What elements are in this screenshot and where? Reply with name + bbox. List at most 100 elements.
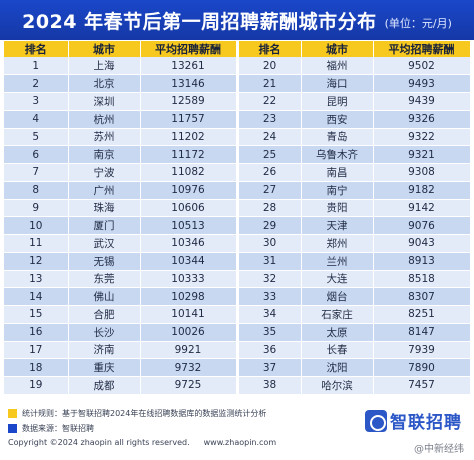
rank-cell: 31 bbox=[237, 252, 302, 271]
rank-cell: 33 bbox=[237, 287, 302, 306]
salary-cell: 8518 bbox=[373, 270, 471, 289]
table-row: 1 上海 13261 20 福州 9502 bbox=[4, 57, 471, 76]
city-cell: 无锡 bbox=[68, 252, 141, 271]
city-cell: 重庆 bbox=[68, 358, 141, 377]
column-header-rank: 排名 bbox=[4, 41, 69, 57]
city-cell: 南宁 bbox=[301, 181, 374, 200]
copyright-line: Copyright ©2024 zhaopin all rights reser… bbox=[8, 438, 276, 447]
city-cell: 贵阳 bbox=[301, 199, 374, 218]
table-row: 16 长沙 10026 35 太原 8147 bbox=[4, 323, 471, 342]
yellow-square-icon bbox=[8, 409, 17, 418]
rank-cell: 32 bbox=[237, 270, 302, 289]
salary-cell: 13261 bbox=[140, 57, 239, 76]
table-row: 2 北京 13146 21 海口 9493 bbox=[4, 74, 471, 93]
salary-cell: 8251 bbox=[373, 305, 471, 324]
rank-cell: 15 bbox=[4, 305, 69, 324]
city-cell: 兰州 bbox=[301, 252, 374, 271]
salary-cell: 8307 bbox=[373, 287, 471, 306]
rank-cell: 38 bbox=[237, 376, 302, 395]
city-cell: 乌鲁木齐 bbox=[301, 145, 374, 164]
rank-cell: 21 bbox=[237, 74, 302, 93]
table-row: 19 成都 9725 38 哈尔滨 7457 bbox=[4, 376, 471, 395]
salary-table: 排名 城市 平均招聘薪酬 排名 城市 平均招聘薪酬 1 上海 13261 20 福州 95… bbox=[4, 41, 471, 395]
city-cell: 郑州 bbox=[301, 234, 374, 253]
salary-cell: 9732 bbox=[140, 358, 239, 377]
rank-cell: 24 bbox=[237, 128, 302, 147]
city-cell: 济南 bbox=[68, 341, 141, 360]
rank-cell: 18 bbox=[4, 358, 69, 377]
salary-cell: 10513 bbox=[140, 216, 239, 235]
rank-cell: 22 bbox=[237, 92, 302, 111]
rank-cell: 3 bbox=[4, 92, 69, 111]
city-cell: 厦门 bbox=[68, 216, 141, 235]
salary-cell: 10333 bbox=[140, 270, 239, 289]
salary-cell: 8147 bbox=[373, 323, 471, 342]
city-cell: 上海 bbox=[68, 57, 141, 76]
rank-cell: 12 bbox=[4, 252, 69, 271]
rank-cell: 1 bbox=[4, 57, 69, 76]
salary-cell: 10976 bbox=[140, 181, 239, 200]
page-title: 2024 年春节后第一周招聘薪酬城市分布 bbox=[22, 10, 377, 33]
city-cell: 广州 bbox=[68, 181, 141, 200]
salary-table-container: 排名 城市 平均招聘薪酬 排名 城市 平均招聘薪酬 1 上海 13261 20 福州 95… bbox=[4, 41, 471, 395]
column-header-city: 城市 bbox=[68, 41, 141, 57]
rank-cell: 35 bbox=[237, 323, 302, 342]
salary-cell: 7939 bbox=[373, 341, 471, 360]
rank-cell: 27 bbox=[237, 181, 302, 200]
city-cell: 天津 bbox=[301, 216, 374, 235]
rank-cell: 16 bbox=[4, 323, 69, 342]
city-cell: 佛山 bbox=[68, 287, 141, 306]
salary-cell: 12589 bbox=[140, 92, 239, 111]
table-row: 18 重庆 9732 37 沈阳 7890 bbox=[4, 358, 471, 377]
salary-cell: 9182 bbox=[373, 181, 471, 200]
salary-cell: 8913 bbox=[373, 252, 471, 271]
rank-cell: 8 bbox=[4, 181, 69, 200]
city-cell: 大连 bbox=[301, 270, 374, 289]
city-cell: 青岛 bbox=[301, 128, 374, 147]
rank-cell: 28 bbox=[237, 199, 302, 218]
salary-cell: 9308 bbox=[373, 163, 471, 182]
footer: 统计规则：基于智联招聘2024年在线招聘数据库的数据监测统计分析 数据来源：智联… bbox=[0, 404, 474, 460]
website-link[interactable]: www.zhaopin.com bbox=[203, 438, 277, 447]
city-cell: 海口 bbox=[301, 74, 374, 93]
salary-cell: 9725 bbox=[140, 376, 239, 395]
salary-cell: 9321 bbox=[373, 145, 471, 164]
table-row: 11 武汉 10346 30 郑州 9043 bbox=[4, 234, 471, 253]
salary-cell: 9322 bbox=[373, 128, 471, 147]
salary-cell: 11082 bbox=[140, 163, 239, 182]
unit-label: (单位：元/月) bbox=[384, 16, 452, 30]
rank-cell: 13 bbox=[4, 270, 69, 289]
city-cell: 太原 bbox=[301, 323, 374, 342]
rank-cell: 5 bbox=[4, 128, 69, 147]
city-cell: 福州 bbox=[301, 57, 374, 76]
salary-cell: 9043 bbox=[373, 234, 471, 253]
salary-cell: 9076 bbox=[373, 216, 471, 235]
salary-cell: 9439 bbox=[373, 92, 471, 111]
city-cell: 石家庄 bbox=[301, 305, 374, 324]
rank-cell: 29 bbox=[237, 216, 302, 235]
salary-cell: 11757 bbox=[140, 110, 239, 129]
salary-cell: 10026 bbox=[140, 323, 239, 342]
salary-cell: 9921 bbox=[140, 341, 239, 360]
city-cell: 宁波 bbox=[68, 163, 141, 182]
city-cell: 东莞 bbox=[68, 270, 141, 289]
zhaopin-logo-icon bbox=[365, 409, 387, 432]
city-cell: 沈阳 bbox=[301, 358, 374, 377]
table-row: 6 南京 11172 25 乌鲁木齐 9321 bbox=[4, 145, 471, 164]
blue-square-icon bbox=[8, 424, 17, 433]
salary-cell: 9493 bbox=[373, 74, 471, 93]
table-row: 10 厦门 10513 29 天津 9076 bbox=[4, 216, 471, 235]
rank-cell: 36 bbox=[237, 341, 302, 360]
note-rule-text: 统计规则：基于智联招聘2024年在线招聘数据库的数据监测统计分析 bbox=[22, 409, 267, 418]
table-row: 13 东莞 10333 32 大连 8518 bbox=[4, 270, 471, 289]
city-cell: 武汉 bbox=[68, 234, 141, 253]
salary-cell: 10346 bbox=[140, 234, 239, 253]
table-row: 12 无锡 10344 31 兰州 8913 bbox=[4, 252, 471, 271]
salary-cell: 13146 bbox=[140, 74, 239, 93]
city-cell: 成都 bbox=[68, 376, 141, 395]
table-row: 5 苏州 11202 24 青岛 9322 bbox=[4, 128, 471, 147]
city-cell: 南京 bbox=[68, 145, 141, 164]
city-cell: 西安 bbox=[301, 110, 374, 129]
city-cell: 哈尔滨 bbox=[301, 376, 374, 395]
rank-cell: 6 bbox=[4, 145, 69, 164]
